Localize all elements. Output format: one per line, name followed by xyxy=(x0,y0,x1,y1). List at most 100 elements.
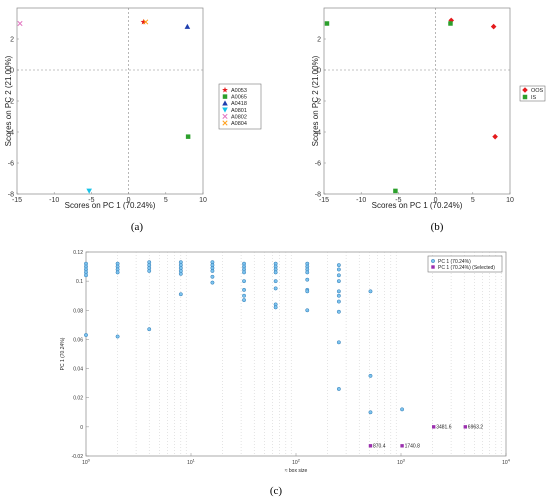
y-tick-label: 0.04 xyxy=(73,367,83,373)
panel-a-caption: (a) xyxy=(131,221,144,233)
data-point xyxy=(336,299,341,304)
y-tick-label: -2 xyxy=(8,99,14,106)
data-point xyxy=(273,270,278,275)
data-point xyxy=(143,19,149,25)
legend-marker xyxy=(222,86,228,93)
panel-c-caption: (c) xyxy=(270,485,283,497)
x-tick-exponent: 1 xyxy=(193,458,196,463)
x-tick-label: 5 xyxy=(164,197,168,204)
data-point xyxy=(336,263,341,268)
legend-label: A0053 xyxy=(231,88,247,94)
selected-point xyxy=(368,444,373,448)
data-point xyxy=(242,293,246,298)
y-tick-label: 2 xyxy=(317,37,321,44)
selected-point-label: 1740.8 xyxy=(405,444,421,450)
data-point xyxy=(115,334,120,339)
data-point xyxy=(336,279,341,284)
panel-b-frame xyxy=(323,7,511,195)
data-point xyxy=(336,289,341,294)
data-point xyxy=(305,289,310,294)
panel-b-y-axis-label: Scores on PC 2 (21.00%) xyxy=(311,55,320,146)
selected-point xyxy=(463,425,467,429)
data-point xyxy=(84,273,88,278)
legend-label: A0065 xyxy=(231,95,247,101)
y-tick-label: 0.02 xyxy=(73,396,83,402)
y-tick-label: 0.1 xyxy=(76,279,83,285)
selected-point-label: 6963.2 xyxy=(468,425,484,431)
data-point xyxy=(336,309,341,314)
data-point xyxy=(336,387,341,391)
data-point xyxy=(305,277,310,282)
y-tick-label: 2 xyxy=(10,37,14,44)
data-point xyxy=(368,410,373,415)
legend-marker xyxy=(222,100,228,106)
legend-label: A0804 xyxy=(231,121,247,127)
legend-marker xyxy=(222,107,228,113)
data-point xyxy=(210,280,215,285)
x-tick-exponent: 0 xyxy=(88,458,91,463)
legend-marker xyxy=(522,94,528,100)
legend-marker xyxy=(222,94,228,99)
selected-point xyxy=(431,425,436,429)
data-point xyxy=(140,18,147,25)
legend-marker xyxy=(222,113,228,119)
selected-point-label: 870.4 xyxy=(373,444,386,450)
data-point xyxy=(368,289,373,294)
panel-c-y-ticks: -0.02 0 0.02 0.04 0.06 0.08 0.1 0.12 xyxy=(72,250,89,460)
data-point xyxy=(305,308,310,313)
data-point xyxy=(273,286,278,291)
panel-a-frame xyxy=(16,7,204,195)
data-point xyxy=(368,373,373,378)
data-point xyxy=(86,188,92,194)
panel-c-box-size-plot: 100 101 102 103 104 -0.0200.020.040.060.080.… xyxy=(60,250,511,497)
x-tick-label: -5 xyxy=(88,197,94,204)
data-point xyxy=(115,270,120,275)
data-point xyxy=(448,17,455,24)
panel-c-y-axis-label: PC 1 (70.24%) xyxy=(60,337,66,370)
x-tick-label: 100 xyxy=(82,458,91,467)
data-point xyxy=(273,305,278,310)
panel-c-legend-box xyxy=(427,255,503,273)
x-tick-label: -10 xyxy=(49,197,59,204)
panel-a-pca-scores-by-sample: -15 -10 -5 0 5 10 -8 -6 -4 -2 0 2 Scores on PC 1 (… xyxy=(4,7,262,233)
panel-b-y-ticks: -8 -6 -4 -2 0 2 xyxy=(315,37,326,199)
legend-label: A0418 xyxy=(231,101,247,107)
legend-label: IS xyxy=(531,95,537,101)
y-tick-label: -6 xyxy=(315,161,321,168)
data-point xyxy=(400,407,405,412)
x-tick-label: 0 xyxy=(434,197,438,204)
panel-c-legend: PC 1 (70.24%)PC 1 (70.24%) (Selected) xyxy=(427,255,503,273)
legend-label: OOS xyxy=(531,88,544,94)
x-tick-label: 10 xyxy=(506,197,514,204)
data-point xyxy=(210,268,215,273)
x-tick-exponent: 3 xyxy=(403,458,406,463)
data-point xyxy=(336,340,341,345)
legend-marker xyxy=(222,120,228,126)
data-point xyxy=(336,293,341,298)
legend-marker xyxy=(431,259,435,263)
y-tick-label: 0 xyxy=(10,68,14,75)
data-point xyxy=(84,333,88,338)
data-point xyxy=(185,134,191,139)
data-point xyxy=(490,23,497,30)
y-tick-label: -4 xyxy=(315,130,321,137)
data-point xyxy=(242,298,246,303)
data-point xyxy=(448,21,453,26)
y-tick-label: 0 xyxy=(317,68,321,75)
x-tick-label: 5 xyxy=(471,197,475,204)
data-point xyxy=(336,267,341,272)
x-tick-label: -15 xyxy=(12,197,22,204)
data-point xyxy=(242,287,246,292)
x-tick-label: -10 xyxy=(356,197,366,204)
y-tick-label: -2 xyxy=(315,99,321,106)
y-tick-label: -8 xyxy=(315,192,321,199)
y-tick-label: -6 xyxy=(8,161,14,168)
x-tick-label: 10 xyxy=(199,197,207,204)
panel-b-x-ticks: -15 -10 -5 0 5 10 xyxy=(319,192,514,204)
selected-point xyxy=(400,444,404,448)
data-point xyxy=(242,279,246,284)
panel-b-pca-scores-oos-vs-is: -15 -10 -5 0 5 10 -8 -6 -4 -2 0 2 Scores on PC 1 (… xyxy=(311,7,546,233)
panel-b-x-axis-label: Scores on PC 1 (70.24%) xyxy=(372,201,463,210)
x-tick-exponent: 2 xyxy=(298,458,301,463)
